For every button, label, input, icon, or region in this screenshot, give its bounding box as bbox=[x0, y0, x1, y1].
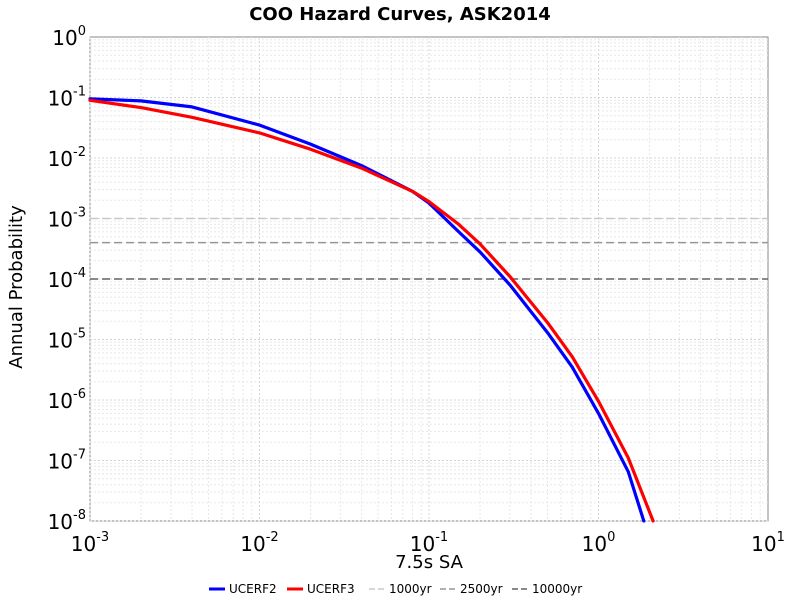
y-tick-label: 10-7 bbox=[48, 448, 86, 474]
series-line-ucerf3 bbox=[88, 98, 655, 523]
tick-labels: 10-3 10-2 10-1 100 101 100 10-1 10-2 10-3 10-4 10-… bbox=[48, 24, 785, 556]
legend-label-10000yr: 10000yr bbox=[532, 582, 582, 596]
y-axis-label: Annual Probability bbox=[6, 205, 27, 369]
y-tick-label: 10-8 bbox=[48, 508, 86, 534]
legend-label-ucerf3: UCERF3 bbox=[307, 582, 355, 596]
x-tick-label: 10-2 bbox=[240, 530, 278, 556]
series-line-ucerf2 bbox=[88, 97, 646, 523]
y-tick-label: 10-2 bbox=[48, 145, 86, 171]
x-tick-label: 101 bbox=[751, 530, 785, 556]
y-tick-label: 10-3 bbox=[48, 206, 86, 232]
chart-title: COO Hazard Curves, ASK2014 bbox=[249, 4, 551, 25]
x-tick-label: 10-3 bbox=[71, 530, 109, 556]
y-tick-label: 10-6 bbox=[48, 387, 86, 413]
series-layer bbox=[88, 97, 655, 523]
reference-lines bbox=[90, 217, 768, 280]
legend-label-2500yr: 2500yr bbox=[460, 582, 503, 596]
x-tick-label: 10-1 bbox=[410, 530, 448, 556]
y-tick-label: 100 bbox=[52, 24, 86, 50]
legend: UCERF2 UCERF3 1000yr 2500yr 10000yr bbox=[209, 582, 582, 596]
y-tick-label: 10-5 bbox=[48, 327, 86, 353]
x-axis-label: 7.5s SA bbox=[395, 552, 463, 573]
y-tick-label: 10-4 bbox=[48, 266, 86, 292]
y-tick-label: 10-1 bbox=[48, 85, 86, 111]
x-tick-label: 100 bbox=[582, 530, 616, 556]
legend-label-ucerf2: UCERF2 bbox=[229, 582, 277, 596]
legend-label-1000yr: 1000yr bbox=[389, 582, 432, 596]
